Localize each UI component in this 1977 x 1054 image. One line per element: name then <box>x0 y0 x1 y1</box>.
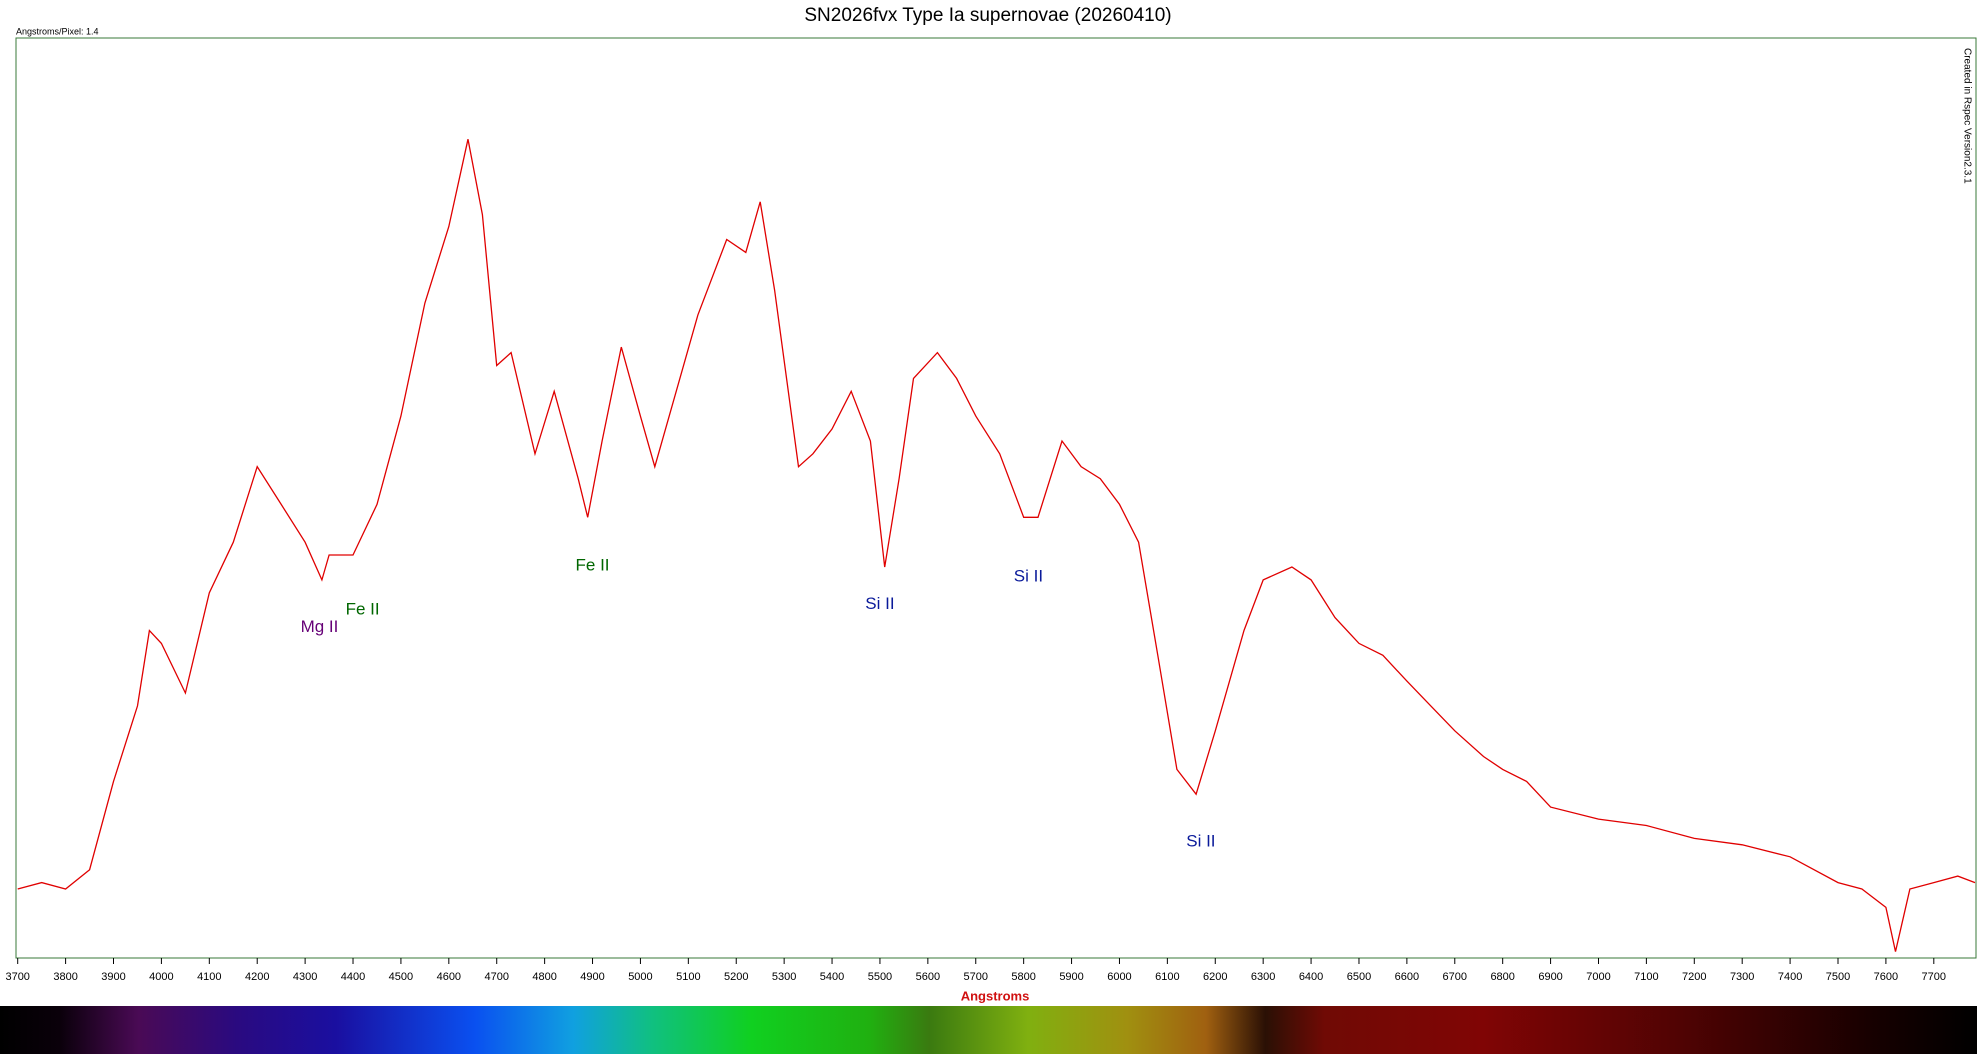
x-tick-label: 6000 <box>1107 971 1131 983</box>
x-tick-label: 4600 <box>437 971 461 983</box>
x-tick-label: 6200 <box>1203 971 1227 983</box>
x-tick-label: 6100 <box>1155 971 1179 983</box>
x-tick-label: 5900 <box>1059 971 1083 983</box>
x-tick-label: 5100 <box>676 971 700 983</box>
x-tick-label: 6800 <box>1490 971 1514 983</box>
x-tick-label: 5000 <box>628 971 652 983</box>
x-tick-label: 4700 <box>484 971 508 983</box>
x-tick-label: 7500 <box>1826 971 1850 983</box>
x-tick-label: 3700 <box>5 971 29 983</box>
x-tick-label: 6700 <box>1443 971 1467 983</box>
x-tick-label: 5500 <box>868 971 892 983</box>
annotation: Si II <box>865 594 894 613</box>
x-tick-label: 6600 <box>1395 971 1419 983</box>
x-tick-label: 3900 <box>101 971 125 983</box>
x-tick-label: 7400 <box>1778 971 1802 983</box>
x-tick-label: 7300 <box>1730 971 1754 983</box>
x-tick-label: 4300 <box>293 971 317 983</box>
x-tick-label: 4100 <box>197 971 221 983</box>
x-tick-label: 4800 <box>532 971 556 983</box>
annotation: Fe II <box>346 600 380 619</box>
annotation: Si II <box>1186 832 1215 851</box>
side-note: Created in Rspec Version2.3.1 <box>1961 48 1972 184</box>
subtitle: Angstroms/Pixel: 1.4 <box>16 26 99 36</box>
x-tick-label: 4400 <box>341 971 365 983</box>
x-tick-label: 5700 <box>964 971 988 983</box>
x-tick-label: 6900 <box>1538 971 1562 983</box>
annotation: Mg II <box>301 617 339 636</box>
x-tick-label: 5400 <box>820 971 844 983</box>
x-tick-label: 4200 <box>245 971 269 983</box>
x-tick-label: 7000 <box>1586 971 1610 983</box>
x-tick-label: 3800 <box>53 971 77 983</box>
x-tick-label: 7200 <box>1682 971 1706 983</box>
annotation: Fe II <box>576 556 610 575</box>
x-tick-label: 4500 <box>389 971 413 983</box>
x-tick-label: 7100 <box>1634 971 1658 983</box>
spectrum-line <box>17 139 1976 952</box>
x-tick-label: 6500 <box>1347 971 1371 983</box>
x-tick-label: 6300 <box>1251 971 1275 983</box>
x-tick-label: 7700 <box>1922 971 1946 983</box>
x-tick-label: 5600 <box>916 971 940 983</box>
x-axis-label: Angstroms <box>961 988 1030 1003</box>
plot-frame <box>15 37 1977 959</box>
annotation: Si II <box>1014 567 1043 586</box>
x-tick-label: 5800 <box>1011 971 1035 983</box>
spectrum-bar <box>0 1006 1977 1054</box>
x-tick-label: 7600 <box>1874 971 1898 983</box>
x-tick-label: 4900 <box>580 971 604 983</box>
x-tick-label: 5300 <box>772 971 796 983</box>
x-tick-label: 6400 <box>1299 971 1323 983</box>
x-tick-label: 4000 <box>149 971 173 983</box>
chart-title: SN2026fvx Type Ia supernovae (20260410) <box>804 5 1171 26</box>
x-tick-label: 5200 <box>724 971 748 983</box>
